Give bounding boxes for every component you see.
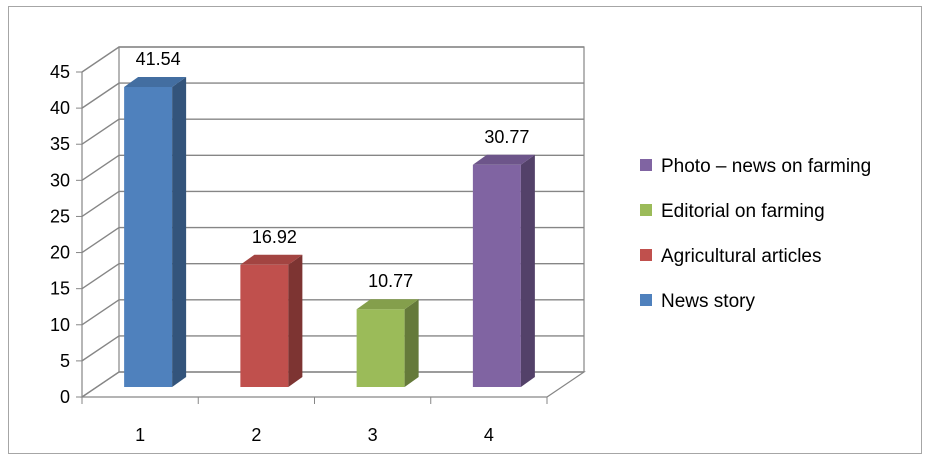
- legend-swatch: [640, 294, 652, 306]
- x-tick-label: 3: [368, 425, 378, 445]
- legend-label: Photo – news on farming: [661, 156, 871, 177]
- y-tick-label: 10: [50, 315, 70, 335]
- bar-side: [404, 299, 419, 387]
- gridline: [81, 82, 584, 109]
- y-tick-label: 35: [50, 134, 70, 154]
- data-label: 41.54: [136, 49, 181, 69]
- y-tick-label: 40: [50, 98, 70, 118]
- y-tick-label: 15: [50, 279, 70, 299]
- gridline: [81, 154, 584, 181]
- legend-label: Editorial on farming: [661, 201, 825, 222]
- bar: [356, 299, 419, 387]
- bar-side: [288, 254, 303, 387]
- x-tick-label: 4: [484, 425, 494, 445]
- bar-top: [472, 154, 535, 165]
- bars: [124, 76, 535, 387]
- y-tick-label: 45: [50, 62, 70, 82]
- bar-front: [472, 164, 521, 387]
- bar-top: [124, 76, 187, 87]
- y-tick-label: 25: [50, 206, 70, 226]
- gridline: [81, 190, 584, 218]
- bar-side: [172, 76, 187, 387]
- bar-front: [356, 309, 405, 387]
- data-label: 30.77: [484, 127, 529, 147]
- gridline: [81, 299, 584, 326]
- bar: [124, 76, 187, 387]
- gridline: [81, 371, 584, 398]
- y-tick-label: 5: [60, 351, 70, 371]
- bar-side: [520, 154, 535, 387]
- y-tick-label: 0: [60, 387, 70, 407]
- bar-front: [240, 264, 289, 387]
- gridline: [81, 335, 584, 362]
- y-tick-label: 20: [50, 243, 70, 263]
- bar-top: [356, 299, 419, 310]
- legend-label: Agricultural articles: [661, 246, 822, 267]
- bar: [472, 154, 535, 387]
- x-axis-ticks: 1 2 3 4: [81, 397, 548, 445]
- y-tick-label: 30: [50, 170, 70, 190]
- gridline: [81, 226, 584, 254]
- legend-swatch: [640, 159, 652, 171]
- legend-label: News story: [661, 291, 755, 312]
- legend-swatch: [640, 204, 652, 216]
- legend: Photo – news on farming Editorial on farm…: [640, 156, 871, 312]
- gridline: [81, 262, 584, 290]
- bar-top: [240, 254, 303, 265]
- gridlines: [81, 46, 584, 398]
- gridline: [81, 118, 584, 145]
- gridline: [81, 46, 584, 73]
- legend-swatch: [640, 249, 652, 261]
- data-label: 10.77: [368, 271, 413, 291]
- x-tick-label: 2: [251, 425, 261, 445]
- y-axis-ticks: 0 5 10 15 20 25 30 35 40 45: [50, 62, 82, 407]
- bar: [240, 254, 303, 387]
- data-label: 16.92: [252, 227, 297, 247]
- data-labels: 41.54 16.92 10.77 30.77: [136, 49, 530, 291]
- x-tick-label: 1: [135, 425, 145, 445]
- bar-front: [124, 86, 173, 387]
